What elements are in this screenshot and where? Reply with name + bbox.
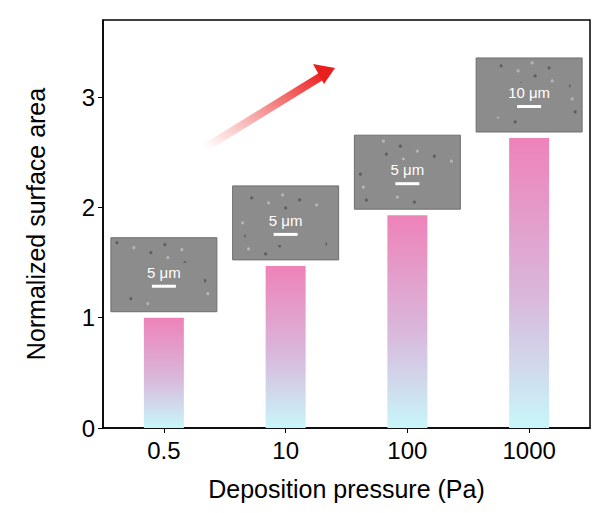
svg-text:Deposition pressure (Pa): Deposition pressure (Pa) [208, 475, 485, 503]
svg-text:100: 100 [387, 437, 427, 464]
svg-text:5 μm: 5 μm [391, 161, 425, 178]
svg-text:1000: 1000 [502, 437, 555, 464]
svg-text:10 μm: 10 μm [508, 84, 550, 101]
svg-text:10: 10 [272, 437, 299, 464]
svg-text:5 μm: 5 μm [147, 264, 181, 281]
svg-text:3: 3 [82, 84, 95, 111]
svg-text:5 μm: 5 μm [269, 212, 303, 229]
svg-text:2: 2 [82, 194, 95, 221]
svg-text:0: 0 [82, 415, 95, 442]
svg-text:0.5: 0.5 [147, 437, 180, 464]
svg-text:Normalized surface area: Normalized surface area [22, 88, 50, 360]
svg-text:1: 1 [82, 304, 95, 331]
